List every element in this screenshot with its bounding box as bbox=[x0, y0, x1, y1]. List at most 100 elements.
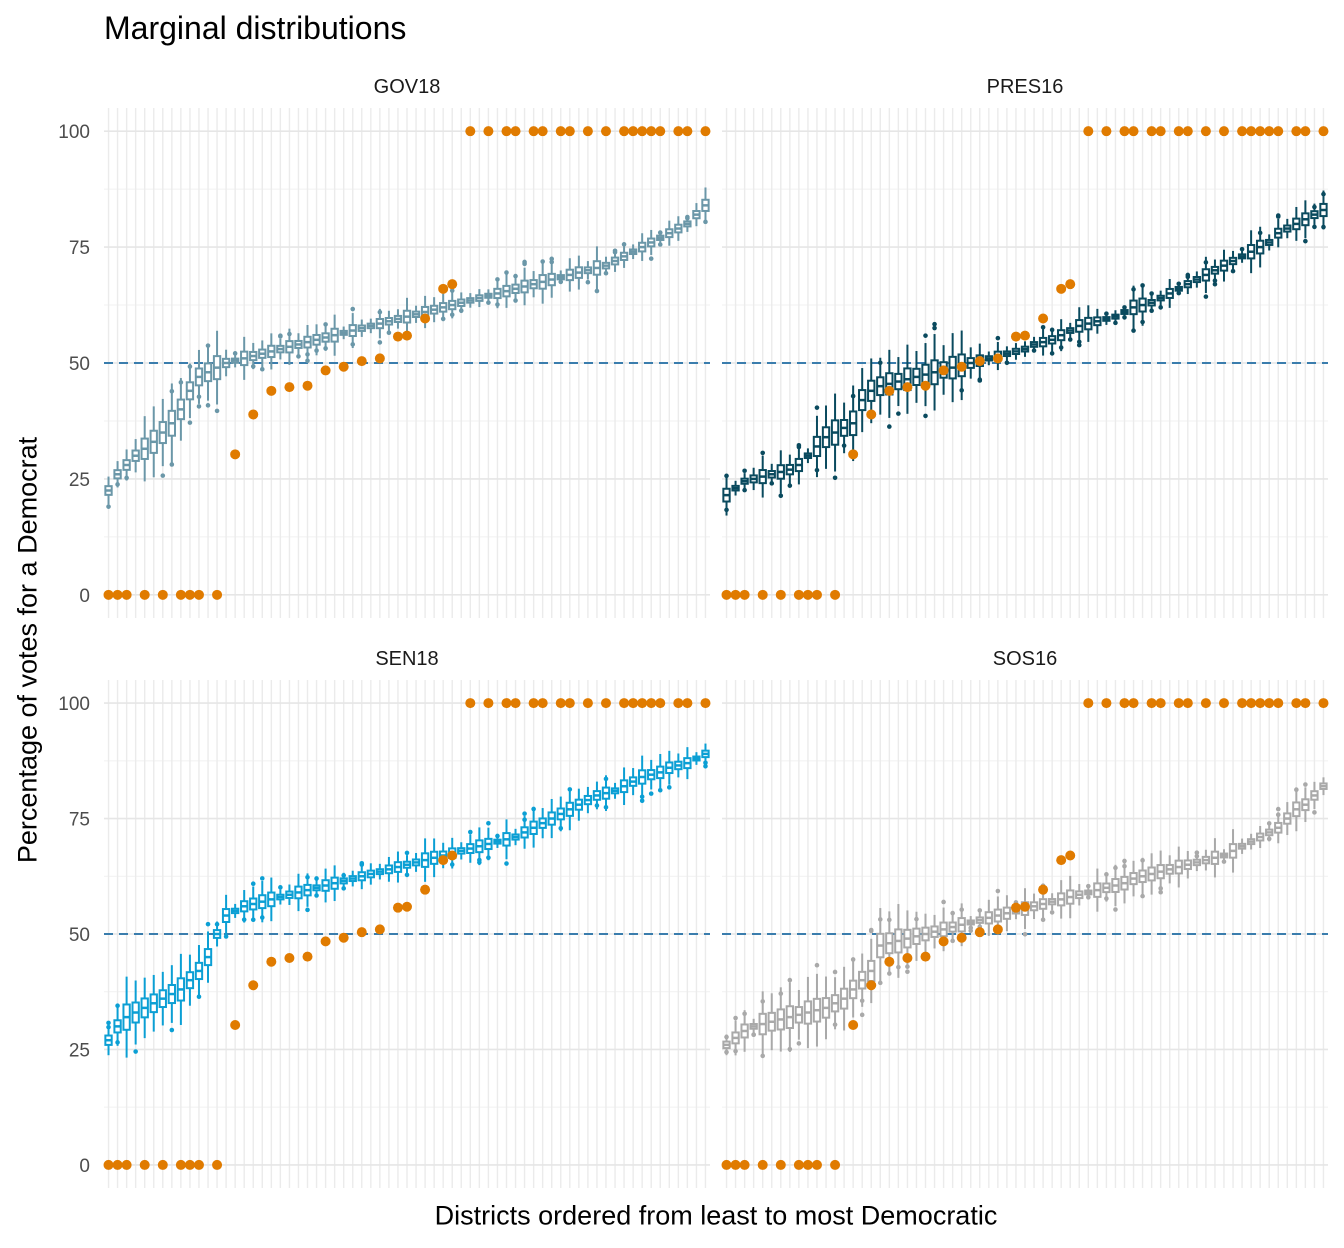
boxplot bbox=[411, 852, 421, 872]
observed-point bbox=[1020, 901, 1030, 912]
observed-point bbox=[139, 589, 150, 600]
boxplot bbox=[1292, 787, 1301, 832]
observed-point bbox=[1300, 698, 1311, 709]
outlier-point bbox=[513, 273, 518, 279]
outlier-point bbox=[115, 1003, 120, 1009]
observed-point bbox=[1010, 902, 1021, 913]
outlier-point bbox=[950, 910, 955, 916]
observed-point bbox=[420, 313, 431, 324]
boxplot bbox=[601, 775, 611, 811]
outlier-point bbox=[169, 388, 175, 394]
boxplot bbox=[1120, 858, 1129, 904]
boxplot bbox=[610, 782, 620, 799]
outlier-point bbox=[486, 855, 491, 860]
boxplot bbox=[294, 333, 303, 359]
boxplot bbox=[601, 256, 611, 276]
boxplot bbox=[330, 865, 339, 902]
outlier-point bbox=[341, 873, 346, 878]
outlier-point bbox=[477, 857, 482, 863]
boxplot bbox=[1075, 884, 1084, 906]
outlier-point bbox=[603, 270, 609, 276]
y-tick-label: 25 bbox=[69, 1040, 90, 1061]
boxplot bbox=[821, 405, 831, 469]
outlier-point bbox=[169, 1027, 175, 1033]
boxplot bbox=[276, 333, 285, 360]
boxplot bbox=[402, 297, 412, 336]
boxplot bbox=[1129, 860, 1138, 897]
boxplot bbox=[149, 974, 158, 1032]
observed-point bbox=[121, 589, 132, 600]
boxplot bbox=[767, 993, 776, 1051]
outlier-point bbox=[205, 343, 211, 348]
boxplot bbox=[375, 308, 385, 345]
outlier-point bbox=[214, 408, 220, 414]
outlier-point bbox=[495, 277, 500, 282]
outlier-point bbox=[314, 876, 319, 881]
boxplot bbox=[258, 340, 267, 372]
boxplot bbox=[384, 856, 394, 882]
boxplot bbox=[1210, 259, 1220, 287]
outlier-point bbox=[787, 1046, 793, 1052]
boxplot bbox=[475, 289, 484, 308]
boxplot bbox=[339, 326, 348, 340]
observed-point bbox=[956, 361, 967, 372]
outlier-point bbox=[1275, 806, 1281, 812]
boxplot bbox=[366, 863, 375, 885]
boxplot bbox=[1075, 307, 1084, 348]
observed-point bbox=[1300, 126, 1311, 137]
outlier-point bbox=[1122, 305, 1127, 310]
boxplot bbox=[803, 448, 813, 464]
outlier-point bbox=[1149, 291, 1154, 296]
boxplot bbox=[411, 305, 421, 323]
observed-point bbox=[902, 382, 913, 393]
observed-point bbox=[637, 126, 648, 137]
boxplot bbox=[1111, 864, 1120, 912]
boxplot bbox=[158, 971, 167, 1026]
outlier-point bbox=[648, 791, 654, 796]
boxplot bbox=[692, 203, 701, 227]
outlier-point bbox=[1176, 281, 1182, 287]
observed-point bbox=[866, 980, 877, 991]
boxplot bbox=[1029, 336, 1039, 353]
outlier-point bbox=[1140, 283, 1145, 288]
boxplot bbox=[1047, 893, 1057, 915]
observed-point bbox=[811, 589, 822, 600]
boxplot bbox=[758, 450, 767, 498]
boxplot bbox=[312, 324, 321, 356]
boxplot bbox=[656, 753, 665, 793]
boxplot bbox=[475, 827, 484, 866]
observed-point bbox=[1264, 698, 1275, 709]
boxplot bbox=[1011, 343, 1021, 360]
observed-point bbox=[1010, 331, 1021, 342]
boxplot bbox=[722, 1034, 731, 1056]
outlier-point bbox=[1303, 782, 1308, 787]
outlier-point bbox=[558, 279, 564, 285]
outlier-point bbox=[250, 881, 256, 887]
observed-point bbox=[682, 698, 693, 709]
boxplot bbox=[1120, 305, 1129, 320]
outlier-point bbox=[1049, 351, 1055, 356]
outlier-point bbox=[859, 998, 865, 1004]
boxplot bbox=[366, 318, 375, 334]
observed-point bbox=[266, 956, 277, 967]
outlier-point bbox=[1158, 305, 1163, 310]
observed-point bbox=[802, 589, 813, 600]
y-tick-label: 50 bbox=[69, 925, 90, 946]
boxplot bbox=[1255, 226, 1265, 268]
observed-point bbox=[938, 936, 949, 947]
y-tick-label: 100 bbox=[58, 694, 90, 715]
observed-point bbox=[555, 126, 566, 137]
observed-point bbox=[212, 589, 223, 600]
boxplot bbox=[830, 969, 840, 1030]
observed-point bbox=[1237, 126, 1248, 137]
boxplot bbox=[194, 945, 204, 1000]
outlier-point bbox=[657, 242, 663, 247]
boxplot bbox=[867, 358, 876, 424]
observed-point bbox=[830, 1159, 841, 1170]
outlier-point bbox=[377, 309, 383, 315]
observed-point bbox=[1273, 126, 1284, 137]
observed-point bbox=[974, 927, 985, 938]
boxplot bbox=[1093, 308, 1102, 334]
observed-point bbox=[721, 589, 732, 600]
observed-point bbox=[1173, 698, 1184, 709]
